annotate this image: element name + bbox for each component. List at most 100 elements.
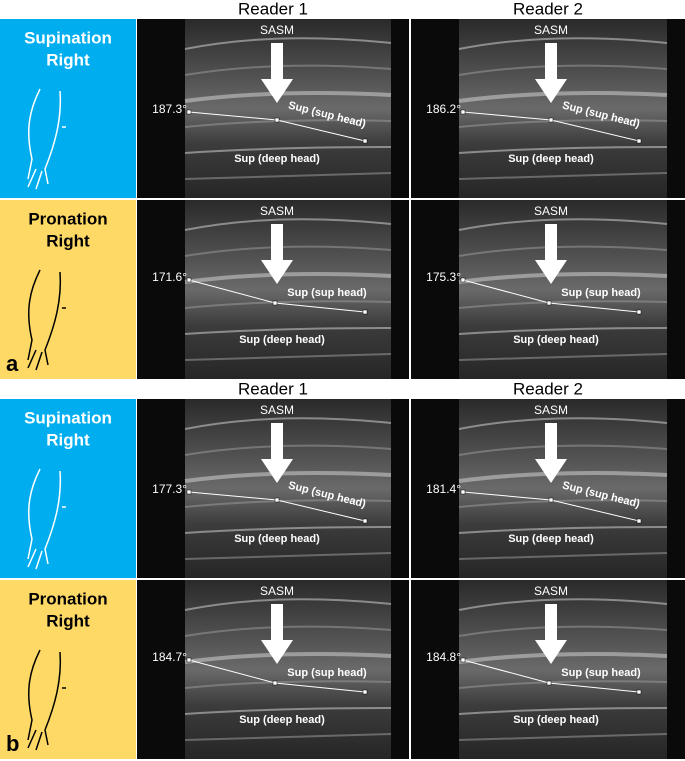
arrow bbox=[261, 43, 293, 103]
tissue-band bbox=[184, 526, 392, 534]
arrow bbox=[535, 43, 567, 103]
angle-handle bbox=[636, 138, 642, 144]
arrow bbox=[261, 224, 293, 284]
angle-handle bbox=[636, 309, 642, 315]
tissue-band bbox=[184, 218, 392, 231]
arrow-label: SASM bbox=[260, 23, 294, 37]
angle-handle bbox=[460, 657, 466, 663]
lower-label: Sup (deep head) bbox=[508, 153, 594, 165]
panel-letter: b bbox=[6, 731, 19, 756]
angle-handle bbox=[546, 680, 552, 686]
row-label-bg bbox=[0, 19, 136, 198]
arrow-label: SASM bbox=[260, 403, 294, 417]
tissue-band bbox=[458, 218, 668, 231]
arm-sketch bbox=[27, 468, 66, 570]
lower-label: Sup (deep head) bbox=[234, 153, 320, 165]
arm-sketch bbox=[27, 649, 66, 751]
panel-letter: a bbox=[6, 351, 19, 376]
tissue-band bbox=[458, 680, 668, 689]
angle-handle bbox=[186, 489, 192, 495]
ultrasound bbox=[459, 580, 667, 759]
tissue-band bbox=[184, 172, 392, 180]
tissue-band bbox=[184, 733, 392, 741]
angle-handle bbox=[460, 489, 466, 495]
row-label: Right bbox=[46, 50, 90, 69]
tissue-band bbox=[458, 146, 668, 154]
arrow-label: SASM bbox=[534, 23, 568, 37]
angle-handle bbox=[636, 518, 642, 524]
ultrasound bbox=[459, 200, 667, 379]
angle-handle bbox=[362, 518, 368, 524]
angle-handle bbox=[274, 497, 280, 503]
ultrasound bbox=[185, 19, 391, 198]
upper-label: Sup (sup head) bbox=[287, 287, 367, 299]
tissue-band bbox=[184, 707, 392, 715]
angle-handle bbox=[362, 689, 368, 695]
column-header: Reader 1 bbox=[238, 379, 308, 398]
row-label: Right bbox=[46, 231, 90, 250]
ultrasound bbox=[185, 580, 391, 759]
tissue-band bbox=[458, 353, 668, 361]
tissue-band bbox=[458, 625, 668, 637]
angle-value: 184.7° bbox=[152, 650, 187, 664]
angle-handle bbox=[272, 680, 278, 686]
angle-handle bbox=[362, 138, 368, 144]
lower-label: Sup (deep head) bbox=[239, 714, 325, 726]
tissue-band bbox=[184, 327, 392, 335]
lower-label: Sup (deep head) bbox=[508, 533, 594, 545]
lower-label: Sup (deep head) bbox=[234, 533, 320, 545]
angle-handle bbox=[548, 497, 554, 503]
angle-value: 186.2° bbox=[426, 102, 461, 116]
tissue-band bbox=[184, 146, 392, 154]
tissue-band bbox=[184, 37, 392, 50]
tissue-band bbox=[458, 552, 668, 560]
angle-value: 175.3° bbox=[426, 270, 461, 284]
row-label: Right bbox=[46, 611, 90, 630]
tissue-band bbox=[458, 327, 668, 335]
upper-label: Sup (sup head) bbox=[561, 667, 641, 679]
tissue-band bbox=[184, 680, 392, 689]
angle-value: 177.3° bbox=[152, 482, 187, 496]
tissue-band bbox=[458, 598, 668, 611]
angle-handle bbox=[636, 689, 642, 695]
ultrasound bbox=[185, 399, 391, 578]
angle-handle bbox=[186, 277, 192, 283]
angle-handle bbox=[546, 300, 552, 306]
angle-handle bbox=[274, 117, 280, 123]
arrow-label: SASM bbox=[534, 204, 568, 218]
angle-value: 184.8° bbox=[426, 650, 461, 664]
tissue-band bbox=[184, 552, 392, 560]
tissue-band bbox=[458, 64, 668, 76]
tissue-band bbox=[458, 526, 668, 534]
ultrasound bbox=[185, 200, 391, 379]
angle-handle bbox=[548, 117, 554, 123]
angle-handle bbox=[272, 300, 278, 306]
angle-handle bbox=[460, 277, 466, 283]
arrow-label: SASM bbox=[534, 403, 568, 417]
arrow bbox=[535, 604, 567, 664]
lower-label: Sup (deep head) bbox=[513, 334, 599, 346]
lower-label: Sup (deep head) bbox=[239, 334, 325, 346]
tissue-band bbox=[184, 353, 392, 361]
tissue-band bbox=[184, 598, 392, 611]
tissue-band bbox=[458, 733, 668, 741]
arm-sketch bbox=[27, 88, 66, 190]
arrow-label: SASM bbox=[260, 584, 294, 598]
tissue-band bbox=[458, 300, 668, 309]
tissue-band bbox=[458, 172, 668, 180]
tissue-band bbox=[184, 300, 392, 309]
row-label-bg bbox=[0, 200, 136, 379]
ultrasound bbox=[459, 399, 667, 578]
arrow bbox=[261, 604, 293, 664]
angle-value: 187.3° bbox=[152, 102, 187, 116]
arrow-label: SASM bbox=[260, 204, 294, 218]
column-header: Reader 1 bbox=[238, 0, 308, 18]
ultrasound bbox=[459, 19, 667, 198]
row-label: Right bbox=[46, 430, 90, 449]
tissue-band bbox=[458, 417, 668, 430]
tissue-band bbox=[184, 417, 392, 430]
tissue-band bbox=[458, 444, 668, 456]
lower-label: Sup (deep head) bbox=[513, 714, 599, 726]
column-header: Reader 2 bbox=[513, 0, 583, 18]
angle-value: 181.4° bbox=[426, 482, 461, 496]
